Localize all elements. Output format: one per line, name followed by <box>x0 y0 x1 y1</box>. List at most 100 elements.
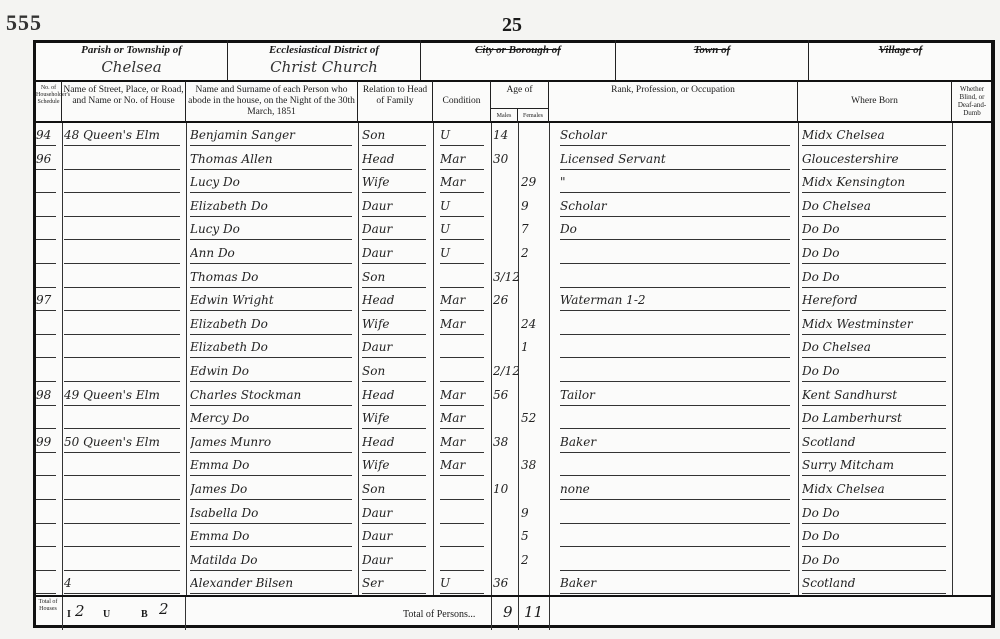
age-male <box>493 337 518 357</box>
birthplace: Do Lamberhurst <box>802 411 902 426</box>
schedule-number: 97 <box>36 293 52 308</box>
age-male: 3/12 <box>493 269 518 284</box>
birthplace: Do Do <box>802 269 840 284</box>
birthplace: Do Do <box>802 364 840 378</box>
person-name: Emma Do <box>190 458 250 473</box>
person-name: James Munro <box>190 434 272 449</box>
condition: Mar <box>440 458 466 473</box>
age-male <box>493 455 518 475</box>
age-male: 2/12 <box>493 364 518 378</box>
age-female: 38 <box>521 458 537 473</box>
condition <box>440 479 490 499</box>
address: 4 <box>64 576 72 591</box>
schedule-number <box>36 172 62 192</box>
col-name: Name and Surname of each Person who abod… <box>186 80 358 123</box>
schedule-number: 99 <box>36 434 52 449</box>
age-female: 5 <box>521 529 529 544</box>
relation: Daur <box>362 552 393 567</box>
inhabited-label: I <box>67 609 71 620</box>
address <box>64 526 186 546</box>
person-name: Edwin Do <box>190 364 249 378</box>
relation: Wife <box>362 175 390 190</box>
address <box>64 337 186 357</box>
birthplace: Do Do <box>802 246 840 260</box>
age-female: 2 <box>521 246 529 260</box>
occupation: " <box>560 175 566 190</box>
folio-number: 555 <box>6 10 42 35</box>
table-row: 4 Alexander Bilsen Ser U 36 Baker Scotland <box>36 571 991 595</box>
occupation <box>560 361 796 381</box>
condition <box>440 550 490 570</box>
age-female <box>521 267 549 287</box>
birthplace: Do Do <box>802 505 840 520</box>
schedule-number: 94 <box>36 128 52 142</box>
occupation <box>560 550 796 570</box>
birthplace: Midx Kensington <box>802 175 906 190</box>
birthplace: Midx Chelsea <box>802 482 885 496</box>
relation: Wife <box>362 316 390 331</box>
schedule-number <box>36 479 62 499</box>
occupation: Scholar <box>560 198 607 213</box>
occupation <box>560 314 796 334</box>
page-number: 25 <box>502 14 522 36</box>
condition: U <box>440 198 451 213</box>
age-female <box>521 432 549 452</box>
table-row: James Do Son 10 none Midx Chelsea <box>36 477 991 501</box>
occupation <box>560 526 796 546</box>
relation: Daur <box>362 246 393 260</box>
table-row: Ann Do Daur U 2 Do Do <box>36 241 991 265</box>
condition: U <box>440 128 451 142</box>
age-female: 9 <box>521 505 529 520</box>
occupation: Tailor <box>560 387 595 402</box>
relation: Daur <box>362 222 393 237</box>
age-female <box>521 125 549 145</box>
col-age: Age of <box>491 80 549 123</box>
condition: U <box>440 576 451 591</box>
schedule-number <box>36 196 62 216</box>
col-schedule: No. of Householder's Schedule <box>36 80 70 123</box>
schedule-number <box>36 526 62 546</box>
age-female: 7 <box>521 222 529 237</box>
age-female <box>521 479 549 499</box>
age-female <box>521 573 549 593</box>
birthplace: Midx Chelsea <box>802 128 885 142</box>
relation: Head <box>362 151 395 166</box>
occupation: Scholar <box>560 128 607 142</box>
address <box>64 479 186 499</box>
age-female: 29 <box>521 175 537 190</box>
females-total: 11 <box>524 603 544 621</box>
condition: Mar <box>440 316 466 331</box>
col-occupation: Rank, Profession, or Occupation <box>549 80 798 123</box>
person-name: Emma Do <box>190 529 250 544</box>
col-females: Females <box>518 108 549 123</box>
schedule-number <box>36 503 62 523</box>
schedule-number <box>36 314 62 334</box>
relation: Head <box>362 293 395 308</box>
birthplace: Scotland <box>802 434 856 449</box>
person-name: Elizabeth Do <box>190 316 268 331</box>
address <box>64 503 186 523</box>
age-female <box>521 149 549 169</box>
occupation: Licensed Servant <box>560 151 666 166</box>
address <box>64 550 186 570</box>
person-name: Matilda Do <box>190 552 258 567</box>
age-male: 26 <box>493 293 509 308</box>
age-male: 14 <box>493 128 509 142</box>
age-male <box>493 219 518 239</box>
relation: Son <box>362 482 386 496</box>
relation: Head <box>362 387 395 402</box>
village-label: Village of <box>878 44 923 56</box>
address: 49 Queen's Elm <box>64 387 160 402</box>
age-male: 30 <box>493 151 509 166</box>
condition <box>440 267 490 287</box>
occupation: Baker <box>560 434 597 449</box>
table-row: Isabella Do Daur 9 Do Do <box>36 501 991 525</box>
person-name: Mercy Do <box>190 411 250 426</box>
address: 50 Queen's Elm <box>64 434 160 449</box>
birthplace: Do Do <box>802 529 840 544</box>
birthplace: Surry Mitcham <box>802 458 894 473</box>
condition: U <box>440 246 451 260</box>
col-address: Name of Street, Place, or Road, and Name… <box>62 80 186 123</box>
village-field: Village of <box>809 40 992 80</box>
schedule-number <box>36 455 62 475</box>
